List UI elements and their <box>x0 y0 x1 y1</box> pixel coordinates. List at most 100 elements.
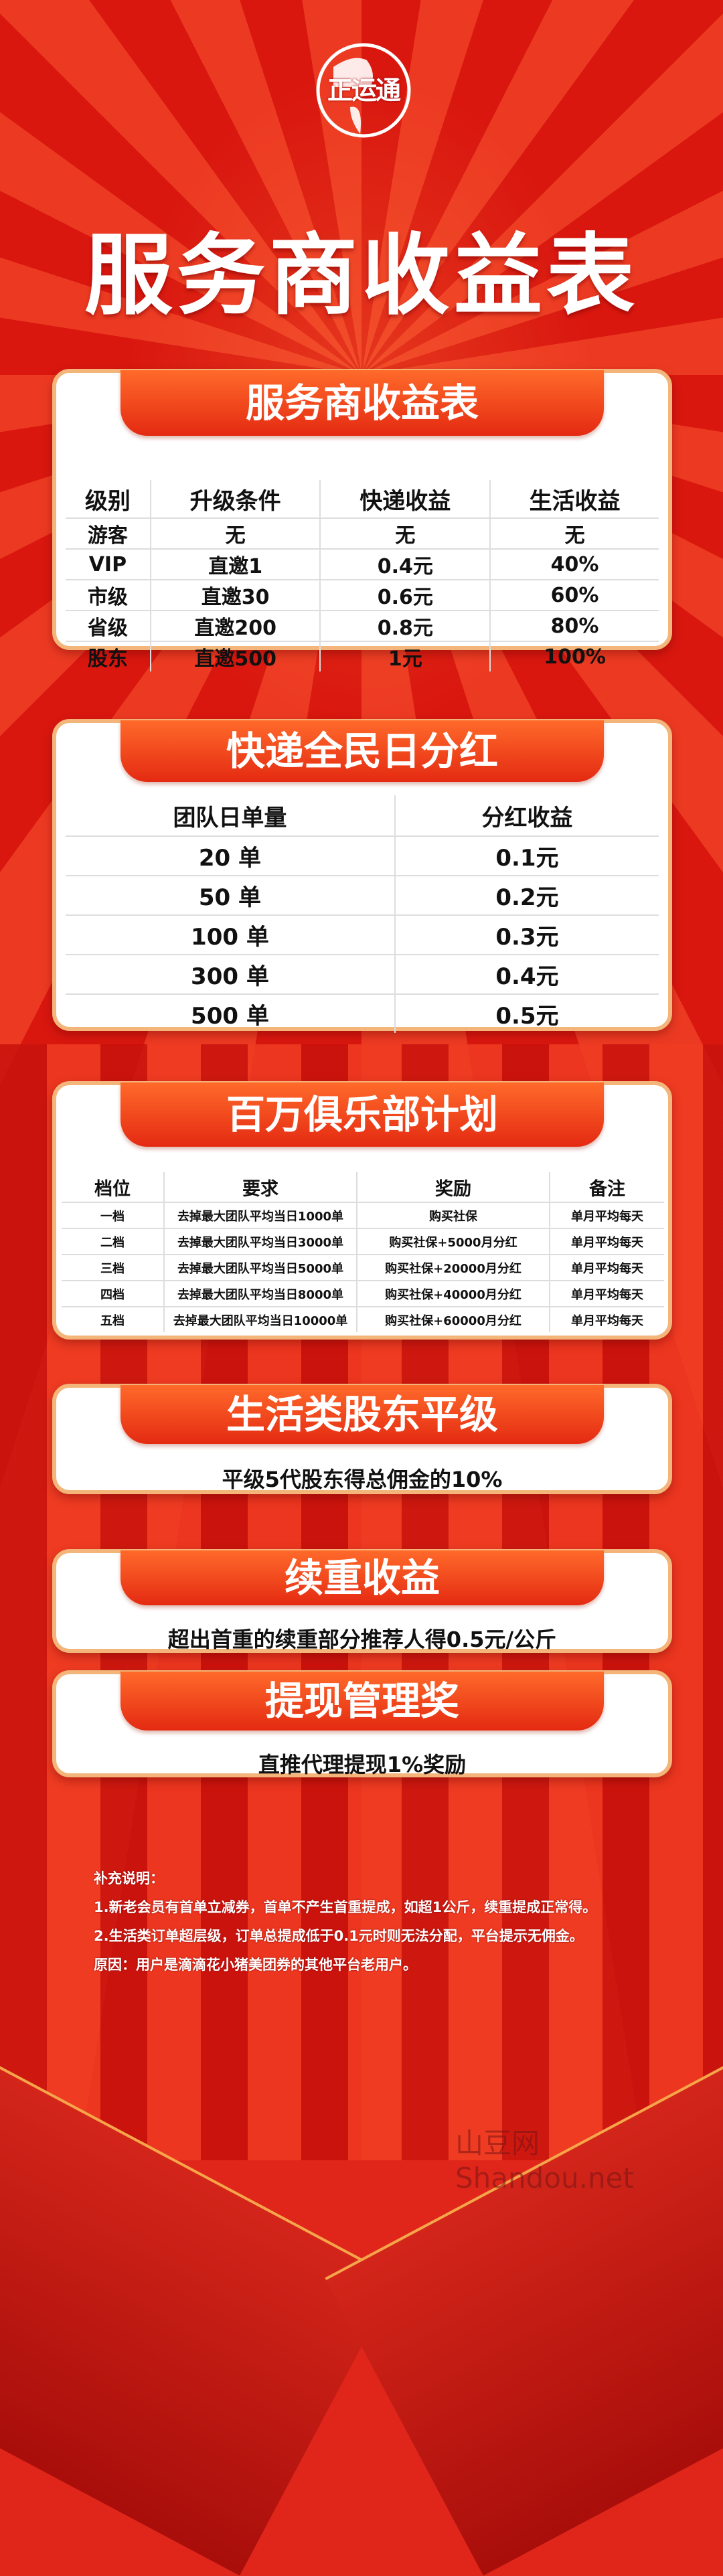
table-cell: 100 单 <box>66 915 395 955</box>
table-cell: 股东 <box>87 647 128 671</box>
table-cell: 0.3元 <box>394 915 659 955</box>
card-title: 百万俱乐部计划 <box>120 1082 604 1147</box>
table-cell: 0.6元 <box>319 580 491 611</box>
card-title: 生活类股东平级 <box>120 1385 604 1444</box>
card-text: 超出首重的续重部分推荐人得0.5元/公斤 <box>167 1627 557 1652</box>
dividend-table: 团队日单量 分红收益 20 单 0.1元 50 单 0.2元 100 单 0.3元 30… <box>66 795 659 1033</box>
table-cell: 500 单 <box>191 1003 269 1030</box>
table-cell: 游客 <box>66 518 151 550</box>
card-million-club: 百万俱乐部计划 档位 要求 奖励 备注 一档 去掉最大团队平均当日1000单 购买社保 单月… <box>52 1081 672 1340</box>
table-row: 省级 直邀200 0.8元 80% <box>66 611 659 642</box>
column-header: 备注 <box>549 1172 664 1203</box>
table-cell: 去掉最大团队平均当日8000单 <box>163 1281 357 1307</box>
card-title: 提现管理奖 <box>120 1672 604 1730</box>
table-cell: 购买社保+5000月分红 <box>356 1228 550 1255</box>
table-row: 四档 去掉最大团队平均当日8000单 购买社保+40000月分红 单月平均每天 <box>62 1281 664 1307</box>
card-title: 快递全民日分红 <box>120 720 604 782</box>
table-cell: 100% <box>489 641 659 671</box>
club-table: 档位 要求 奖励 备注 一档 去掉最大团队平均当日1000单 购买社保 单月平均每天 二档去… <box>62 1172 664 1332</box>
table-cell: 单月平均每天 <box>549 1307 664 1332</box>
table-cell: 去掉最大团队平均当日3000单 <box>163 1228 357 1255</box>
table-cell: 0.4元 <box>319 549 491 580</box>
table-cell: 省级 <box>66 611 151 642</box>
note-line: 1.新老会员有首单立减券，首单不产生首重提成，如超1公斤，续重提成正常得。 <box>94 1899 597 1915</box>
table-cell: 一档 <box>62 1202 164 1229</box>
column-header: 分红收益 <box>394 795 659 837</box>
column-header: 快递收益 <box>319 480 491 519</box>
column-header: 升级条件 <box>149 480 321 519</box>
column-header: 团队日单量 <box>66 795 395 837</box>
table-row: 市级 直邀30 0.6元 60% <box>66 580 659 611</box>
note-line: 原因：用户是滴滴花小猪美团券的其他平台老用户。 <box>94 1957 417 1973</box>
table-row: 50 单 0.2元 <box>66 876 659 916</box>
table-cell: 单月平均每天 <box>549 1228 664 1255</box>
table-cell: 五档 <box>100 1313 125 1328</box>
table-cell: 二档 <box>62 1228 164 1255</box>
column-header: 档位 <box>62 1172 164 1203</box>
table-cell: 20 单 <box>66 836 395 876</box>
watermark: 山豆网 Shandou.net <box>455 2127 634 2194</box>
table-cell: 市级 <box>66 580 151 611</box>
card-text: 直推代理提现1%奖励 <box>258 1752 467 1777</box>
table-cell: 去掉最大团队平均当日5000单 <box>163 1255 357 1281</box>
table-cell: 0.8元 <box>319 611 491 642</box>
table-cell: 50 单 <box>66 876 395 916</box>
table-cell: 四档 <box>62 1281 164 1307</box>
table-cell: 无 <box>319 518 491 550</box>
table-cell: 0.2元 <box>394 876 659 916</box>
table-cell: 直邀1 <box>149 549 321 580</box>
card-title: 服务商收益表 <box>120 370 604 436</box>
card-withdraw-bonus: 提现管理奖 直推代理提现1%奖励 <box>52 1670 672 1777</box>
table-cell: 购买社保 <box>356 1202 550 1229</box>
table-cell: 三档 <box>62 1255 164 1281</box>
card-daily-dividend: 快递全民日分红 团队日单量 分红收益 20 单 0.1元 50 单 0.2元 100 … <box>52 719 672 1033</box>
table-cell: 无 <box>149 518 321 550</box>
table-cell: 60% <box>489 580 659 611</box>
income-table: 级别 升级条件 快递收益 生活收益 游客无无无 VIP 直邀1 0.4元 40% 市级 直邀3… <box>66 480 659 671</box>
column-header: 要求 <box>163 1172 357 1203</box>
table-cell: 直邀30 <box>149 580 321 611</box>
table-row: 一档 去掉最大团队平均当日1000单 购买社保 单月平均每天 <box>62 1202 664 1229</box>
table-cell: 0.1元 <box>394 836 659 876</box>
table-cell: 80% <box>489 611 659 642</box>
table-cell: 去掉最大团队平均当日1000单 <box>163 1202 357 1229</box>
table-cell: 购买社保+60000月分红 <box>356 1307 550 1332</box>
table-cell: VIP <box>66 549 151 580</box>
table-row: 500 单 0.5元 <box>66 994 659 1033</box>
table-cell: 0.5元 <box>394 994 659 1033</box>
table-cell: 直邀200 <box>149 611 321 642</box>
logo-text: 正运通 <box>327 76 401 105</box>
globe-icon <box>316 43 411 138</box>
page-title: 服务商收益表 <box>84 224 639 327</box>
notes-heading: 补充说明： <box>94 1870 164 1886</box>
table-cell: 单月平均每天 <box>549 1281 664 1307</box>
card-extra-weight: 续重收益 超出首重的续重部分推荐人得0.5元/公斤 <box>52 1549 672 1653</box>
card-life-shareholder: 生活类股东平级 平级5代股东得总佣金的10% <box>52 1384 672 1494</box>
supplementary-notes: 补充说明： 1.新老会员有首单立减券，首单不产生首重提成，如超1公斤，续重提成正… <box>94 1864 596 1980</box>
table-row: 三档 去掉最大团队平均当日5000单 购买社保+20000月分红 单月平均每天 <box>62 1255 664 1281</box>
table-row: 二档 去掉最大团队平均当日3000单 购买社保+5000月分红 单月平均每天 <box>62 1228 664 1255</box>
table-cell: 购买社保+40000月分红 <box>356 1281 550 1307</box>
table-row: 300 单 0.4元 <box>66 955 659 995</box>
card-title: 续重收益 <box>120 1550 604 1605</box>
table-cell: 300 单 <box>66 955 395 995</box>
table-row: 五档 去掉最大团队平均当日10000单 购买社保+60000月分红 单月平均每天 <box>62 1307 664 1332</box>
note-line: 2.生活类订单超层级，订单总提成低于0.1元时则无法分配，平台提示无佣金。 <box>94 1928 584 1944</box>
table-row: 100 单 0.3元 <box>66 915 659 955</box>
table-cell: 单月平均每天 <box>549 1202 664 1229</box>
card-service-income: 服务商收益表 级别 升级条件 快递收益 生活收益 游客无无无 VIP 直邀1 0.4元 40… <box>52 369 672 671</box>
column-header: 生活收益 <box>489 480 659 519</box>
table-row: 20 单 0.1元 <box>66 836 659 876</box>
table-cell: 单月平均每天 <box>549 1255 664 1281</box>
table-cell: 直邀500 <box>149 641 321 671</box>
table-row: 股东 直邀500 1元 100% <box>66 641 659 671</box>
table-cell: 去掉最大团队平均当日10000单 <box>163 1307 357 1332</box>
table-cell: 无 <box>489 518 659 550</box>
table-cell: 购买社保+20000月分红 <box>356 1255 550 1281</box>
table-row: 游客无无无 <box>66 518 659 550</box>
table-cell: 1元 <box>319 641 491 671</box>
table-row: VIP 直邀1 0.4元 40% <box>66 549 659 580</box>
card-text: 平级5代股东得总佣金的10% <box>222 1467 503 1492</box>
table-cell: 40% <box>489 549 659 580</box>
table-cell: 0.4元 <box>394 955 659 995</box>
